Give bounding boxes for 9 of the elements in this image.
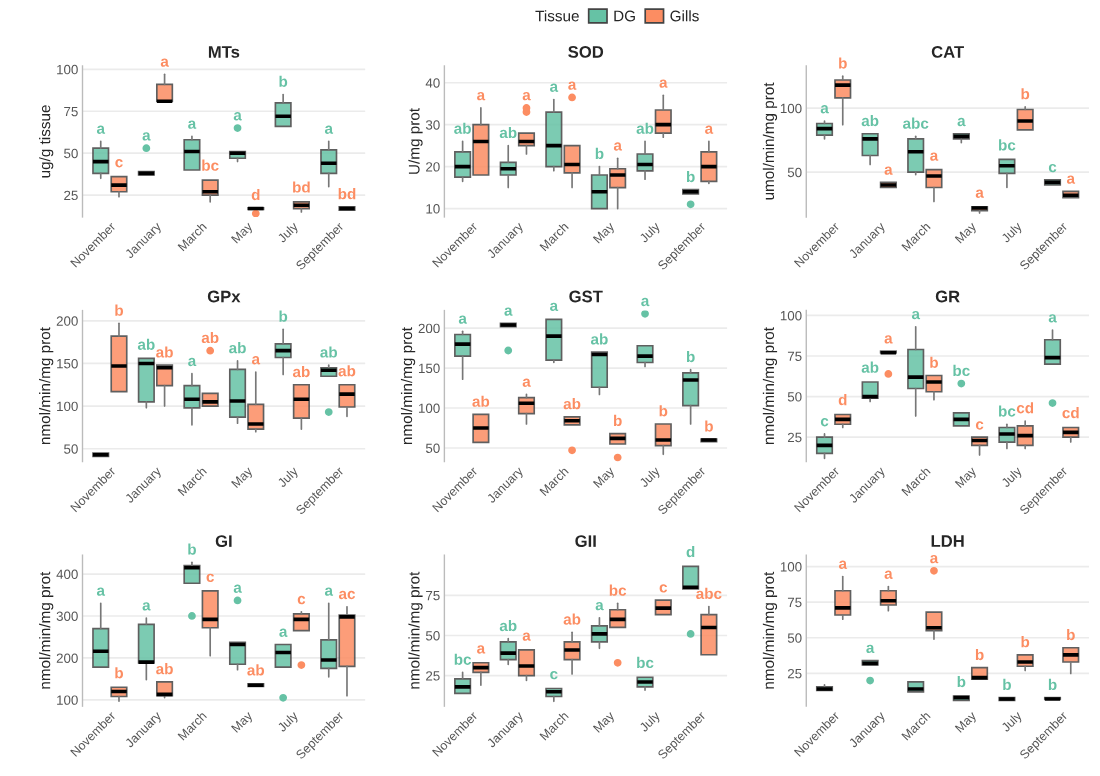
- chart-title: GR: [935, 290, 960, 303]
- chart-title: GST: [569, 290, 603, 303]
- chart-title: SOD: [568, 45, 604, 58]
- chart-title: GII: [575, 535, 596, 547]
- chart-title: MTs: [208, 46, 240, 58]
- chart-title: GPx: [207, 290, 241, 303]
- chart-title: LDH: [931, 535, 964, 547]
- chart-title: CAT: [931, 45, 964, 58]
- chart-title: GI: [215, 535, 232, 547]
